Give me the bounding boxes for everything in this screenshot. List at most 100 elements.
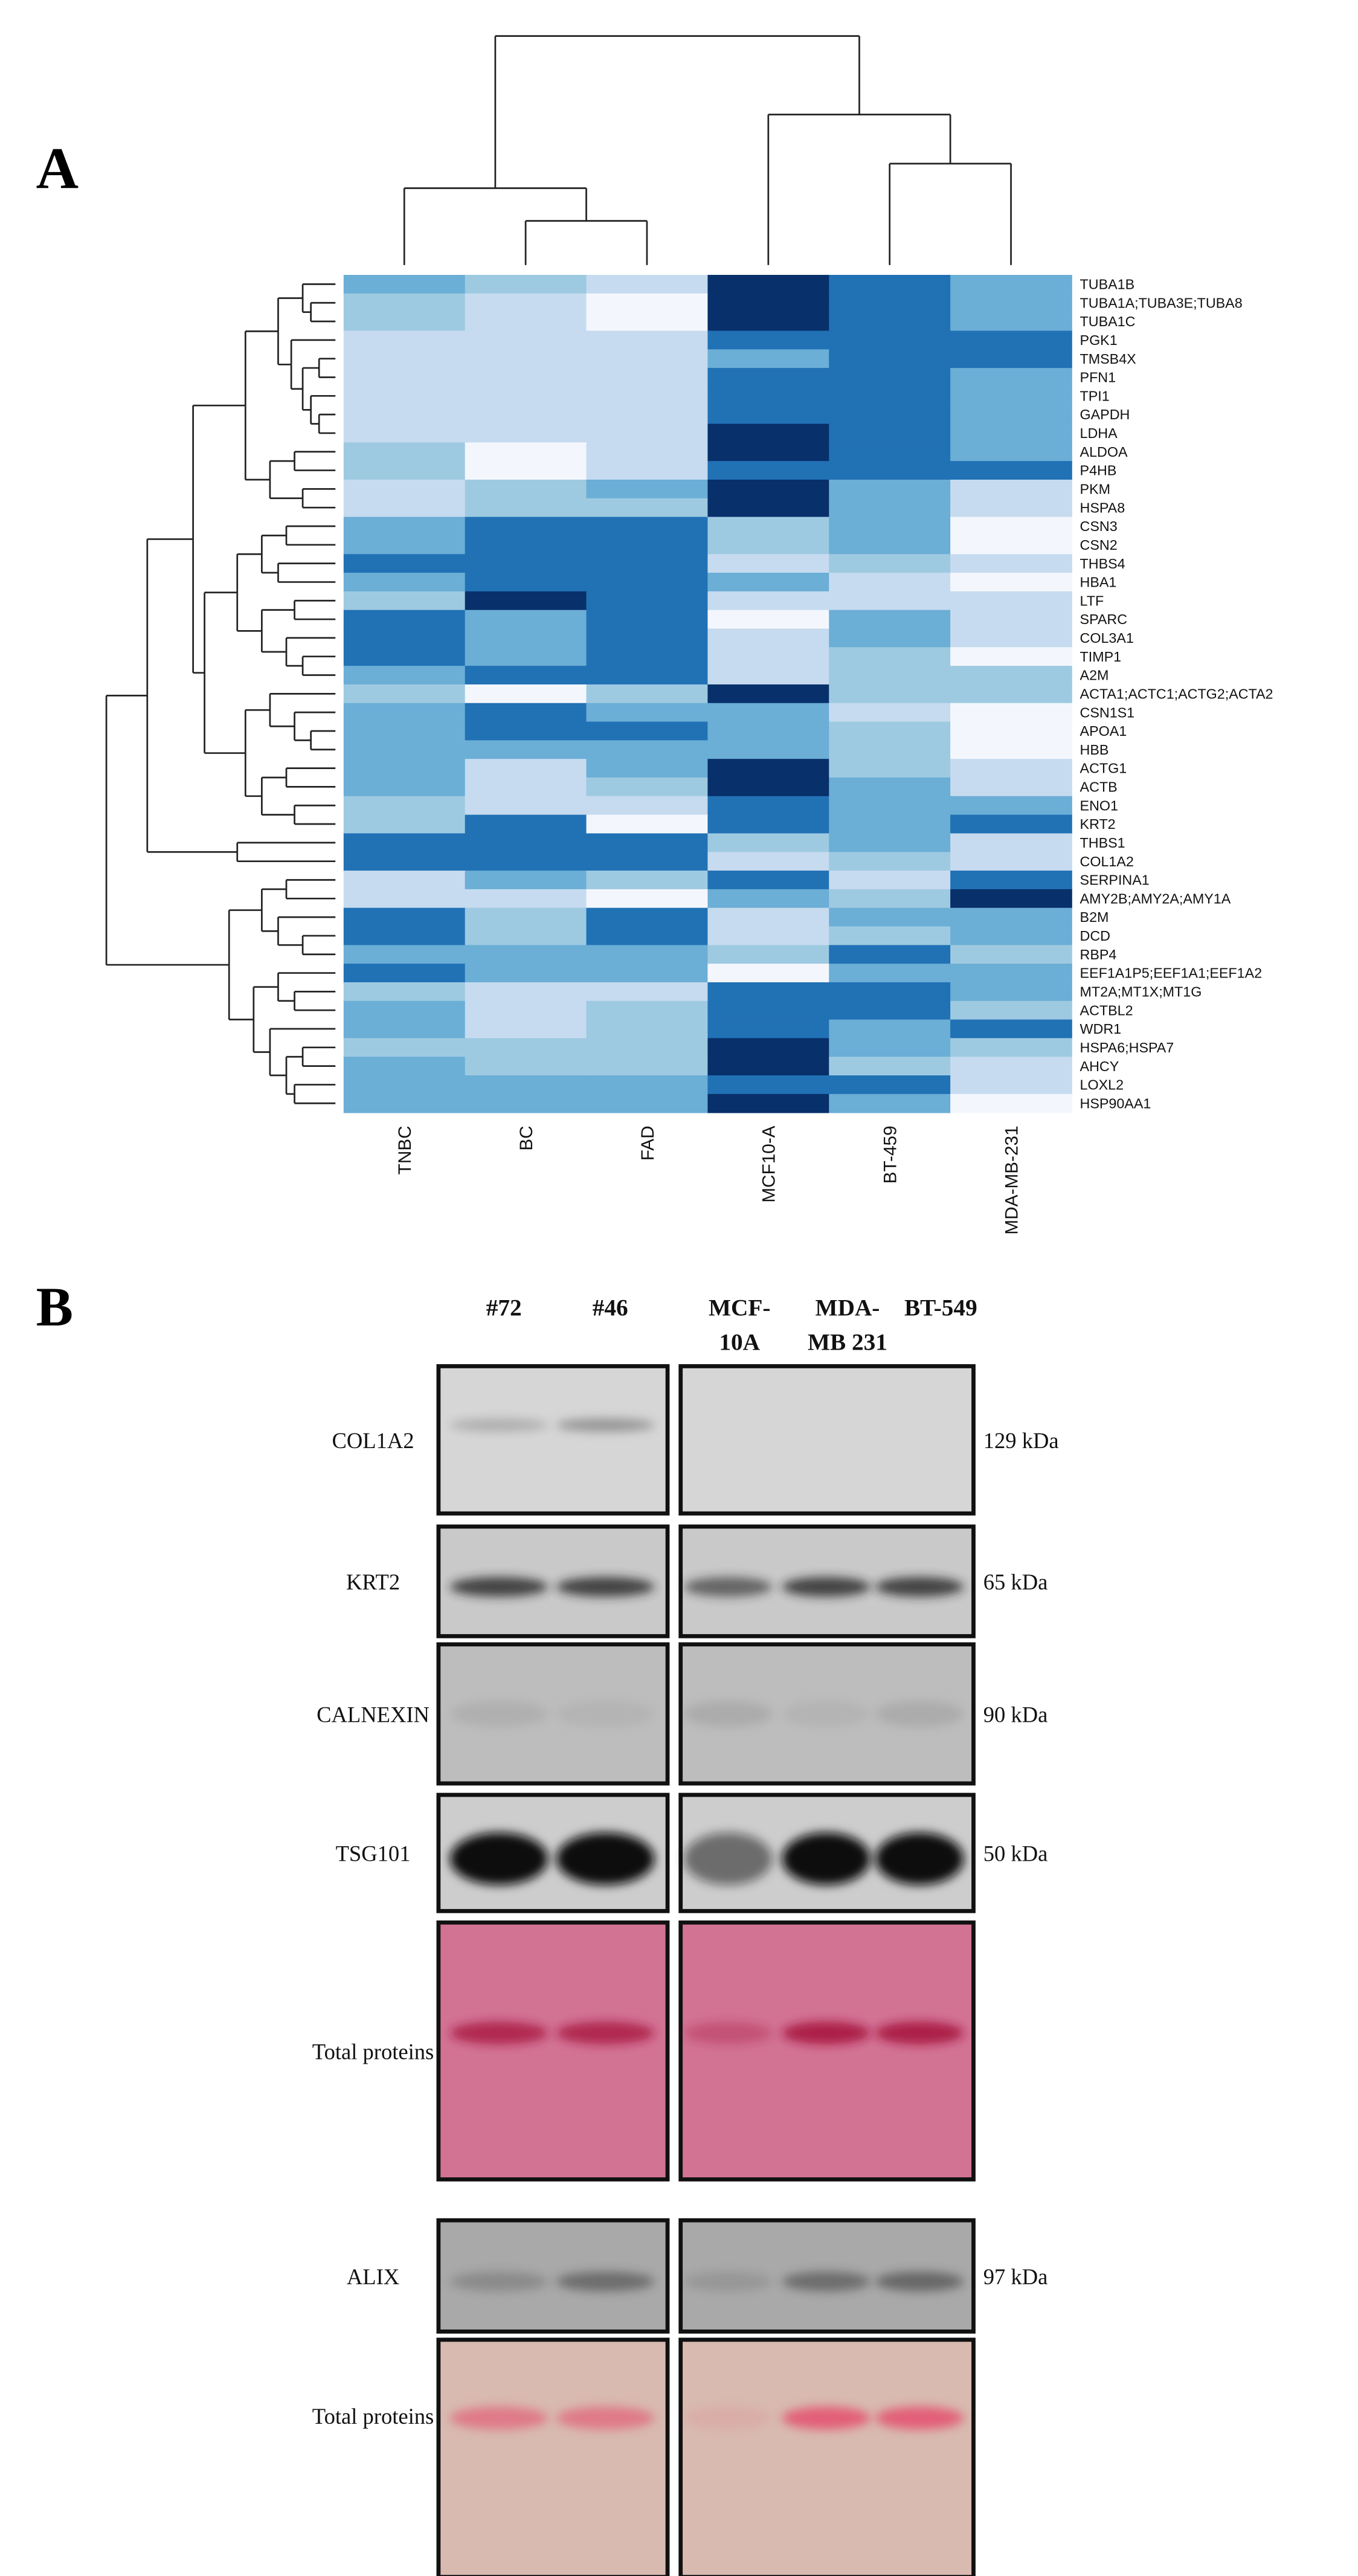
heatmap-cell [707, 1057, 830, 1076]
heatmap-cell [707, 796, 830, 816]
heatmap-cell [343, 852, 466, 871]
blot-band [449, 1418, 549, 1432]
heatmap-cell [950, 1057, 1072, 1076]
blot-band [556, 1701, 655, 1727]
heatmap-cell [343, 535, 466, 555]
blot-size: 50 kDa [983, 1841, 1048, 1866]
heatmap-cell [343, 517, 466, 536]
row-label: P4HB [1080, 463, 1117, 478]
heatmap-cell [950, 703, 1072, 723]
heatmap-cell [465, 1093, 587, 1113]
blot-band [684, 2021, 773, 2045]
heatmap-cell [465, 796, 587, 816]
heatmap-cell [586, 405, 709, 425]
heatmap-cell [707, 1038, 830, 1058]
heatmap-cell [343, 479, 466, 499]
heatmap-cell [829, 871, 951, 890]
heatmap-cell [950, 647, 1072, 666]
heatmap-cell [465, 666, 587, 685]
lane-label: MCF- [709, 1295, 770, 1321]
blot-size: 90 kDa [983, 1702, 1048, 1727]
heatmap-cell [950, 1075, 1072, 1095]
blot-band [875, 1577, 964, 1597]
heatmap-cell [465, 721, 587, 741]
blot-panel [678, 1364, 976, 1516]
heatmap-cell [465, 1057, 587, 1076]
heatmap-cell [343, 833, 466, 853]
blot-label: KRT2 [346, 1570, 400, 1594]
blot-band [556, 1577, 655, 1597]
heatmap-cell [586, 275, 709, 294]
heatmap-cell [707, 1019, 830, 1039]
blot-band [875, 1701, 964, 1727]
heatmap-cell [950, 926, 1072, 946]
blot-band [782, 1832, 870, 1885]
heatmap-cell [950, 721, 1072, 741]
row-label: GAPDH [1080, 407, 1130, 422]
row-label: ALDOA [1080, 444, 1128, 460]
heatmap-cell [343, 982, 466, 1002]
heatmap-cell [343, 610, 466, 630]
heatmap-cell [829, 554, 951, 573]
row-label: LDHA [1080, 425, 1118, 441]
row-label: SPARC [1080, 611, 1127, 627]
heatmap-cell [465, 349, 587, 369]
heatmap-cell [707, 982, 830, 1002]
heatmap-cell [707, 368, 830, 387]
heatmap-cell [950, 554, 1072, 573]
heatmap-cell [950, 591, 1072, 611]
heatmap-cell [950, 964, 1072, 983]
row-label: PGK1 [1080, 332, 1118, 348]
heatmap-cell [950, 907, 1072, 927]
heatmap-cell [465, 610, 587, 630]
heatmap-cell [707, 517, 830, 536]
blot-band [782, 2021, 870, 2045]
heatmap-cell [950, 740, 1072, 759]
heatmap-cell [829, 330, 951, 350]
blot-panel [678, 1920, 976, 2182]
column-label: BT-459 [881, 1125, 901, 1183]
heatmap-cell [465, 647, 587, 666]
lane-label: #72 [486, 1295, 522, 1321]
heatmap-cell [829, 778, 951, 797]
heatmap-cell [465, 275, 587, 294]
heatmap-cell [586, 1075, 709, 1095]
heatmap-cell [950, 442, 1072, 462]
heatmap-cell [707, 573, 830, 592]
heatmap-cell [465, 517, 587, 536]
heatmap-cell [586, 796, 709, 816]
heatmap-cell [707, 945, 830, 964]
heatmap-cell [829, 814, 951, 834]
heatmap-cell [950, 368, 1072, 387]
blot-label: Total proteins [312, 2404, 434, 2429]
heatmap-cell [586, 1057, 709, 1076]
heatmap-cell [829, 517, 951, 536]
row-label: APOA1 [1080, 723, 1127, 739]
heatmap-cell [586, 591, 709, 611]
heatmap-cell [343, 349, 466, 369]
heatmap-cell [586, 554, 709, 573]
blot-size: 129 kDa [983, 1428, 1059, 1453]
blot-band [449, 2406, 549, 2430]
heatmap-cell [586, 1093, 709, 1113]
heatmap-cell [465, 740, 587, 759]
heatmap-cell [586, 423, 709, 443]
heatmap-cell [343, 498, 466, 518]
heatmap-cell [950, 610, 1072, 630]
heatmap-cell [343, 647, 466, 666]
heatmap-cell [829, 833, 951, 853]
panel-label: A [36, 136, 79, 201]
heatmap-cell [465, 871, 587, 890]
heatmap-cell [707, 907, 830, 927]
heatmap-cell [586, 293, 709, 313]
blot-band [556, 2272, 655, 2291]
heatmap-cell [343, 721, 466, 741]
heatmap-cell [707, 461, 830, 480]
heatmap-cell [343, 368, 466, 387]
heatmap-cell [950, 1038, 1072, 1058]
heatmap-cell [707, 778, 830, 797]
heatmap-cell [950, 573, 1072, 592]
heatmap-cell [950, 479, 1072, 499]
heatmap-cell [829, 1075, 951, 1095]
heatmap-cell [343, 778, 466, 797]
